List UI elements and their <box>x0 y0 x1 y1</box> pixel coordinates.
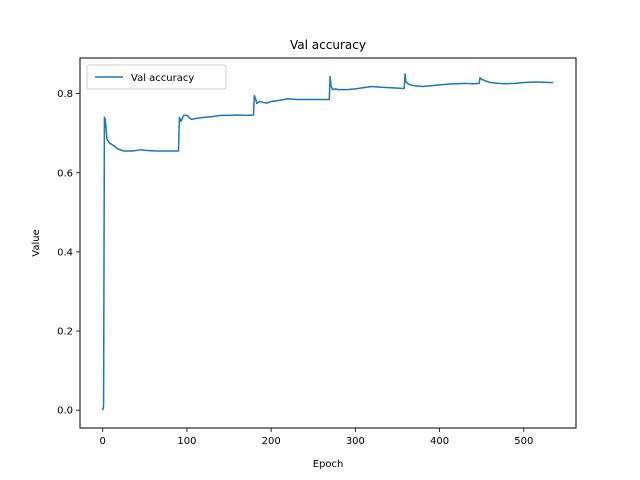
y-tick-label: 0.2 <box>57 327 73 338</box>
x-tick-label: 300 <box>346 436 365 447</box>
x-tick-label: 400 <box>430 436 449 447</box>
legend-box <box>86 64 227 90</box>
legend-label: Val accuracy <box>131 73 194 84</box>
x-tick-label: 0 <box>100 436 106 447</box>
x-tick-label: 500 <box>514 436 533 447</box>
y-axis: 0.0 0.2 0.4 0.6 0.8 <box>57 89 80 417</box>
x-tick-label: 200 <box>262 436 281 447</box>
plot-area <box>102 73 554 411</box>
x-tick-label: 100 <box>177 436 196 447</box>
x-axis-label: Epoch <box>313 459 344 470</box>
y-tick-label: 0.6 <box>57 168 73 179</box>
series-line-0 <box>102 73 554 411</box>
y-tick-label: 0.8 <box>57 89 73 100</box>
y-axis-label: Value <box>31 229 42 256</box>
plot-frame <box>79 57 577 429</box>
chart-title: Val accuracy <box>290 38 366 52</box>
y-tick-label: 0.4 <box>57 247 73 258</box>
y-tick-label: 0.0 <box>57 406 73 417</box>
legend: Val accuracy <box>86 64 227 90</box>
x-axis: 0 100 200 300 400 500 <box>100 428 533 447</box>
